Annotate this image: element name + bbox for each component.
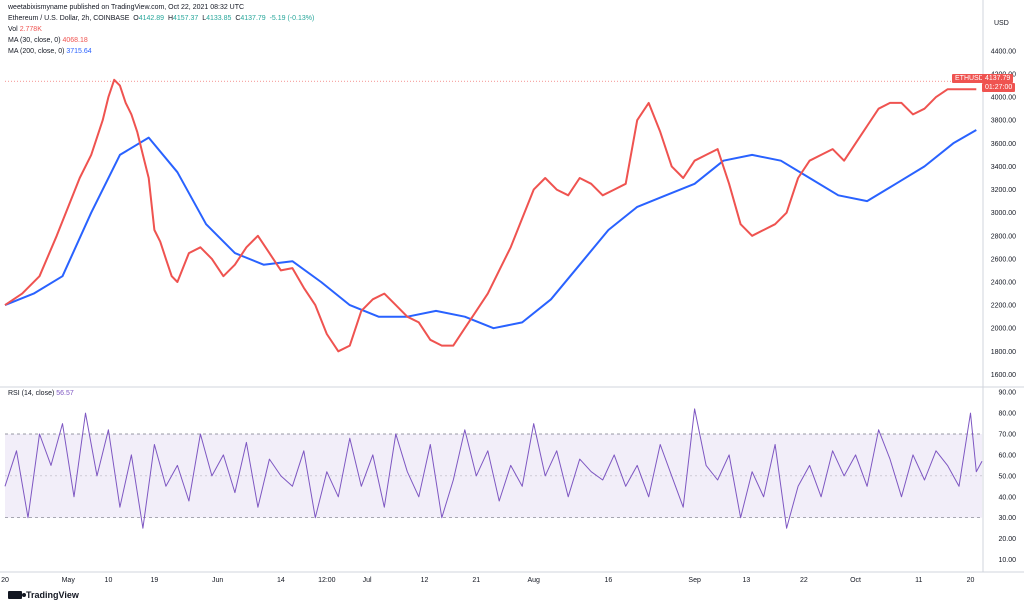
rsi-tick-label: 70.00 xyxy=(998,432,1016,439)
close-value: 4137.79 xyxy=(240,15,266,22)
symbol-tag: ETHUSD xyxy=(952,74,987,83)
time-tick-label: Jul xyxy=(363,577,372,584)
time-tick-label: Jun xyxy=(212,577,223,584)
time-tick-label: Aug xyxy=(527,577,540,584)
currency-label: USD xyxy=(994,20,1009,27)
rsi-tick-label: 30.00 xyxy=(998,515,1016,522)
published-line: weetabixismyname published on TradingVie… xyxy=(8,4,245,11)
symbol-ohlc-line: Ethereum / U.S. Dollar, 2h, COINBASE O41… xyxy=(8,15,315,22)
time-tick-label: May xyxy=(62,577,76,584)
price-tick-label: 2200.00 xyxy=(991,303,1016,310)
rsi-tick-label: 20.00 xyxy=(998,536,1016,543)
rsi-series-line xyxy=(4,408,983,529)
time-tick-label: 21 xyxy=(472,577,480,584)
time-tick-label: 12:00 xyxy=(318,577,336,584)
ma200-line xyxy=(4,129,977,330)
price-tick-label: 3800.00 xyxy=(991,118,1016,125)
time-tick-label: 16 xyxy=(605,577,613,584)
price-tick-label: 1800.00 xyxy=(991,349,1016,356)
price-tick-label: 1600.00 xyxy=(991,372,1016,379)
time-tick-label: 12 xyxy=(421,577,429,584)
price-tick-label: 2600.00 xyxy=(991,256,1016,263)
rsi-tick-label: 50.00 xyxy=(998,473,1016,480)
change-value: -5.19 (-0.13%) xyxy=(269,15,315,22)
price-tick-label: 4000.00 xyxy=(991,95,1016,102)
rsi-value: 56.57 xyxy=(56,390,74,397)
time-tick-label: 22 xyxy=(800,577,808,584)
price-tick-label: 2000.00 xyxy=(991,326,1016,333)
ma200-line: MA (200, close, 0) 3715.64 xyxy=(8,48,92,55)
time-tick-label: Oct xyxy=(850,577,861,584)
ma30-value: 4068.18 xyxy=(62,37,88,44)
rsi-tick-label: 40.00 xyxy=(998,494,1016,501)
price-tick-label: 3000.00 xyxy=(991,210,1016,217)
rsi-line: RSI (14, close) 56.57 xyxy=(8,390,74,397)
rsi-tick-label: 90.00 xyxy=(998,390,1016,397)
time-tick-label: 14 xyxy=(277,577,285,584)
tradingview-icon xyxy=(8,591,26,599)
rsi-tick-label: 80.00 xyxy=(998,411,1016,418)
high-value: 4157.37 xyxy=(173,15,199,22)
volume-value: 2.778K xyxy=(19,26,42,33)
price-tick-label: 4400.00 xyxy=(991,48,1016,55)
time-tick-label: 13 xyxy=(742,577,750,584)
price-tick-label: 2800.00 xyxy=(991,233,1016,240)
time-tick-label: 10 xyxy=(105,577,113,584)
ma200-value: 3715.64 xyxy=(66,48,92,55)
price-tick-label: 2400.00 xyxy=(991,280,1016,287)
price-tick-label: 3600.00 xyxy=(991,141,1016,148)
time-tick-label: 19 xyxy=(151,577,159,584)
symbol-title: Ethereum / U.S. Dollar, 2h, COINBASE xyxy=(8,15,130,22)
time-tick-label: 20 xyxy=(967,577,975,584)
time-tick-label: Sep xyxy=(688,577,701,584)
tradingview-logo: TradingView xyxy=(8,590,79,600)
ma30-line xyxy=(4,78,977,353)
price-tick-label: 3400.00 xyxy=(991,164,1016,171)
open-value: 4142.89 xyxy=(138,15,165,22)
price-tick-label: 3200.00 xyxy=(991,187,1016,194)
time-tick-label: 11 xyxy=(915,577,922,584)
ma30-line: MA (30, close, 0) 4068.18 xyxy=(8,37,88,44)
price-tag: 4137.79 xyxy=(982,74,1014,83)
low-value: 4133.85 xyxy=(206,15,232,22)
rsi-tick-label: 60.00 xyxy=(998,452,1016,459)
rsi-tick-label: 10.00 xyxy=(998,557,1016,564)
time-tick-label: 20 xyxy=(1,577,9,584)
countdown-tag: 01:27:00 xyxy=(982,83,1016,92)
volume-line: Vol 2.778K xyxy=(8,26,42,33)
